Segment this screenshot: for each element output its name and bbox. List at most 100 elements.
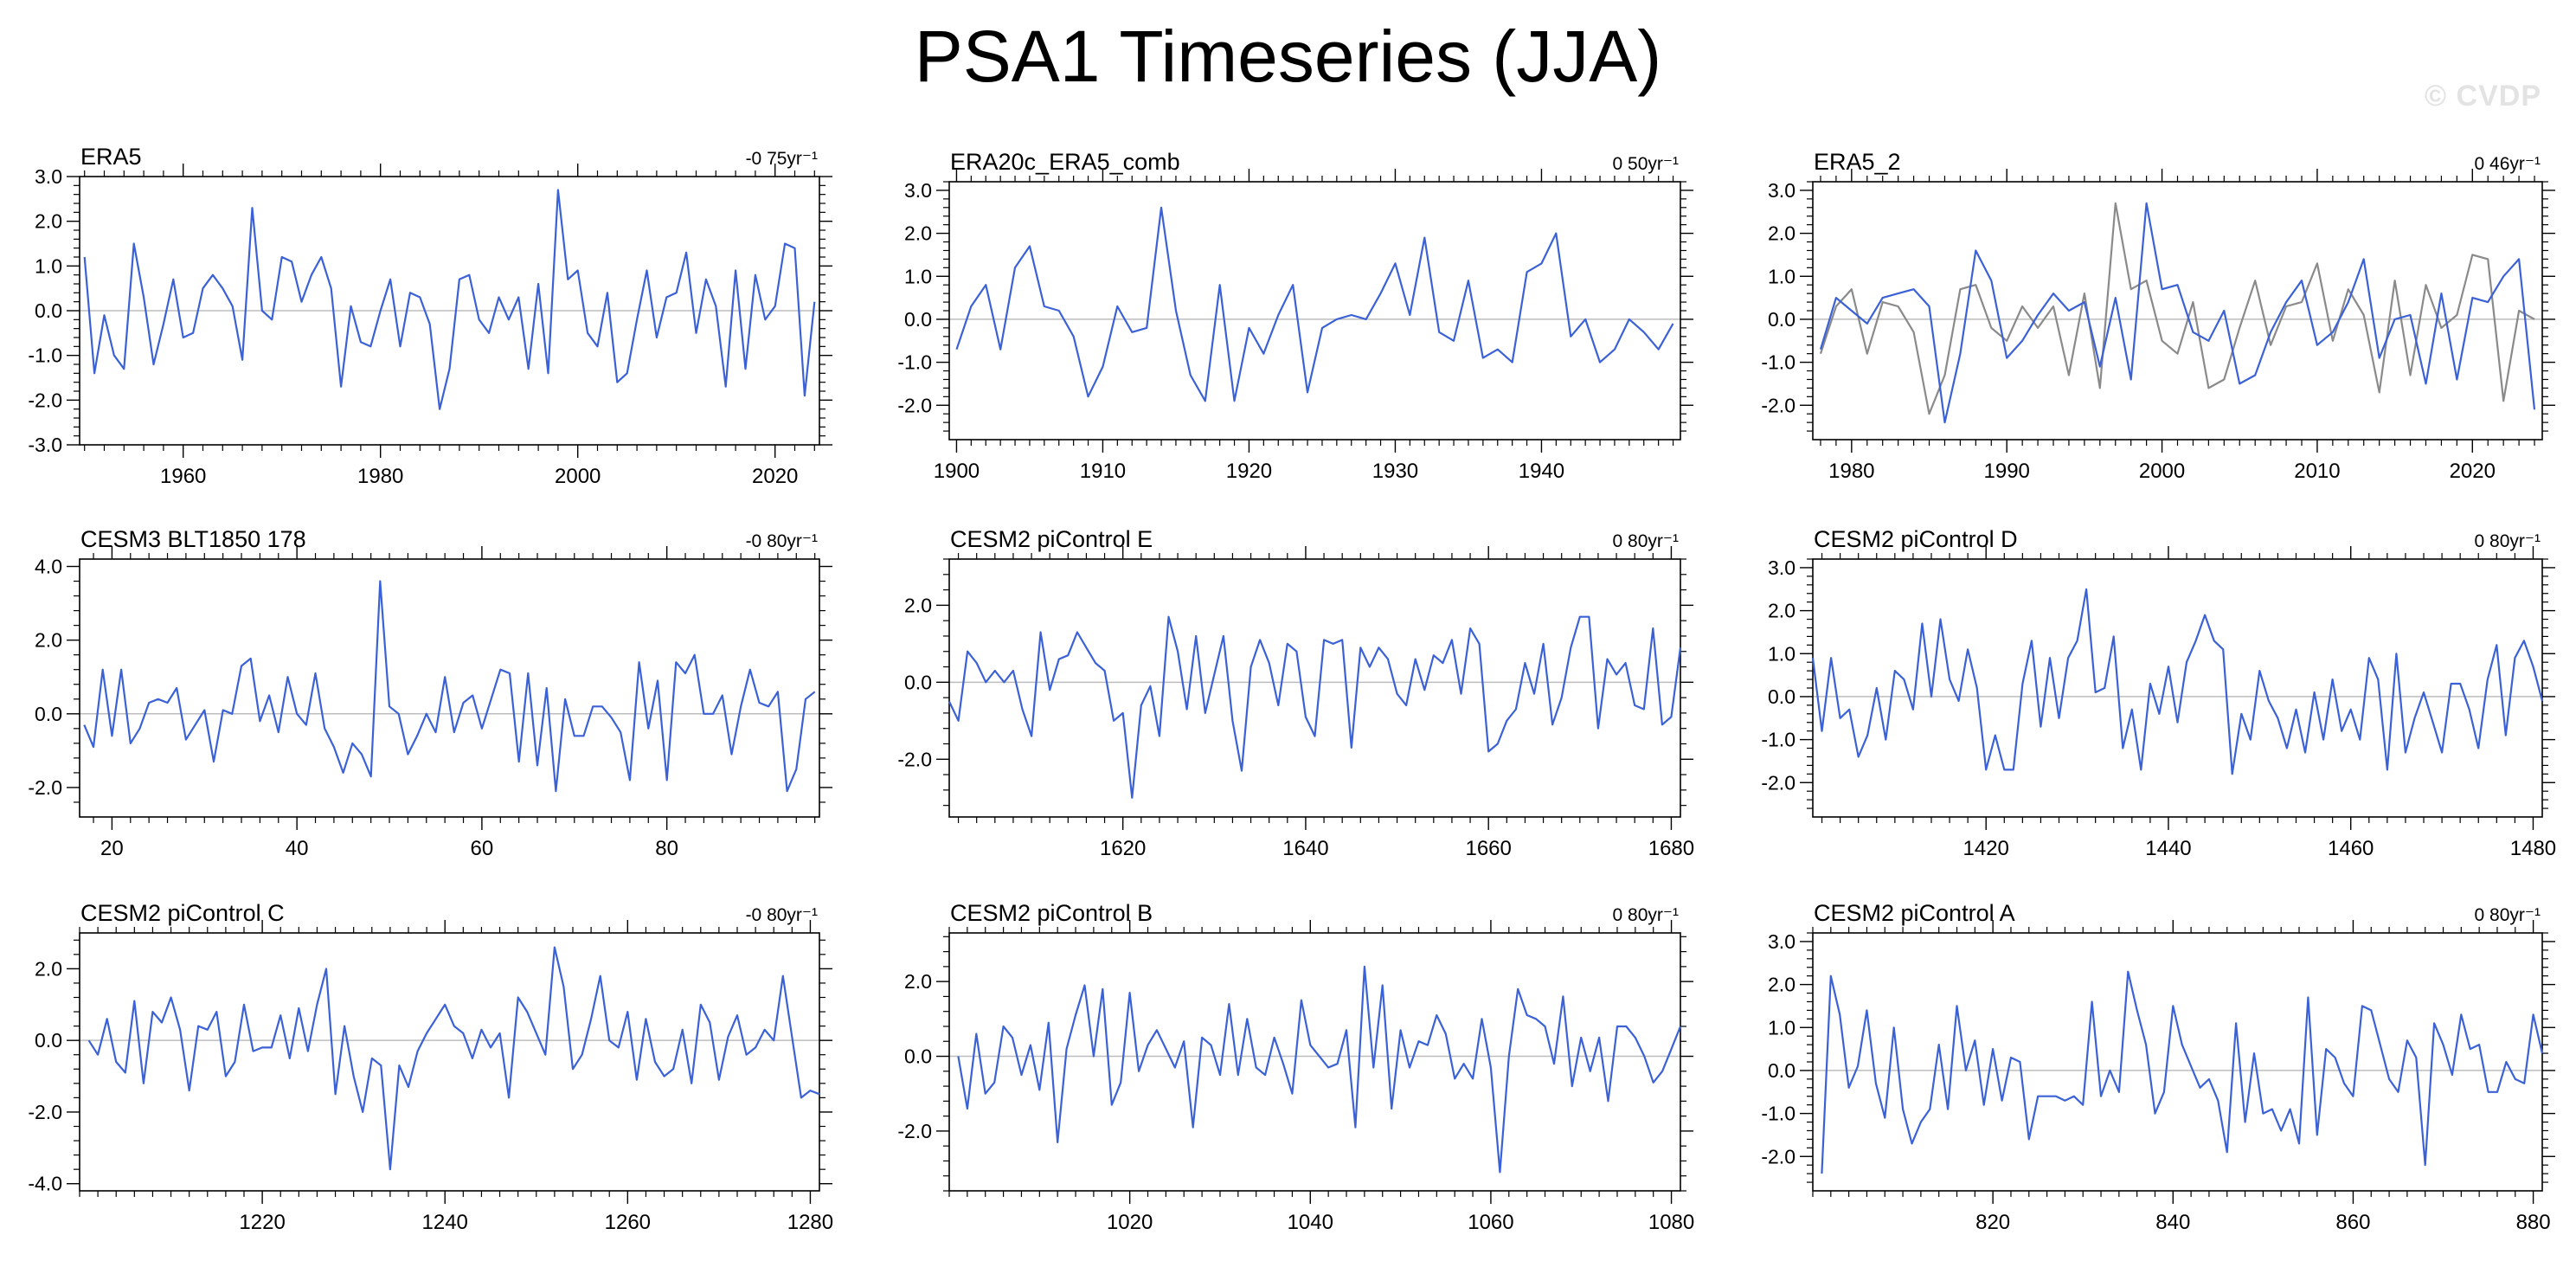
y-tick-label: 0.0: [904, 308, 932, 331]
y-tick-label: -2.0: [897, 748, 932, 770]
plot-frame: [948, 558, 1681, 818]
x-tick-label: 1660: [1465, 837, 1511, 860]
y-tick-label: 2.0: [904, 222, 932, 245]
reference-series-line: [1819, 202, 2535, 415]
y-tick-label: 4.0: [35, 556, 62, 578]
panel-title: CESM2 piControl D: [1814, 526, 2018, 552]
x-tick-label: 880: [2516, 1211, 2551, 1234]
x-tick-label: 1440: [2145, 837, 2191, 860]
x-tick-label: 2000: [2139, 460, 2185, 483]
y-tick-label: 2.0: [1768, 974, 1795, 996]
page-title: PSA1 Timeseries (JJA): [914, 16, 1662, 97]
plot-frame: [79, 932, 820, 1192]
y-tick-label: 2.0: [35, 957, 62, 980]
y-tick-label: 0.0: [35, 299, 62, 322]
panel-8: CESM2 piControl B 0 80yr⁻¹ 1020 1040 1060 108…: [897, 900, 1694, 1234]
series-line: [1821, 970, 2544, 1174]
panel-title: CESM2 piControl B: [950, 900, 1153, 926]
x-tick-label: 1280: [787, 1211, 833, 1234]
x-tick-label: 1990: [1984, 460, 2030, 483]
y-tick-label: -2.0: [28, 776, 62, 799]
y-tick-label: 3.0: [904, 179, 932, 202]
x-tick-label: 1080: [1648, 1211, 1694, 1234]
y-tick-label: -1.0: [897, 351, 932, 374]
panel-title: CESM2 piControl A: [1814, 900, 2015, 926]
panel-trend: -0 75yr⁻¹: [746, 149, 818, 169]
y-tick-label: -2.0: [897, 1120, 932, 1142]
plot-frame: [1812, 558, 2543, 818]
y-tick-label: 0.0: [1768, 1059, 1795, 1082]
x-tick-label: 40: [286, 837, 309, 860]
panel-trend: -0 80yr⁻¹: [746, 905, 818, 925]
panel-7: CESM2 piControl C -0 80yr⁻¹ 1220 1240 1260 12…: [28, 900, 833, 1234]
panel-6: CESM2 piControl D 0 80yr⁻¹ 1420 1440 1460 148…: [1761, 526, 2556, 860]
x-tick-label: 1260: [605, 1211, 651, 1234]
series-line: [1819, 202, 2536, 424]
y-tick-label: -2.0: [1761, 771, 1795, 794]
panel-trend: 0 80yr⁻¹: [1613, 531, 1679, 551]
x-tick-label: 80: [655, 837, 678, 860]
y-tick-label: -3.0: [28, 434, 62, 456]
y-tick-label: 2.0: [1768, 600, 1795, 622]
x-tick-label: 1910: [1080, 460, 1126, 483]
series-line: [83, 580, 816, 793]
y-tick-label: 0.0: [904, 1045, 932, 1068]
x-tick-label: 1460: [2328, 837, 2374, 860]
panel-3: ERA5_2 0 46yr⁻¹ 1980 1990 2000 2010 2020 -2.0 -1…: [1761, 149, 2555, 483]
y-tick-label: 3.0: [1768, 930, 1795, 953]
y-tick-label: -2.0: [28, 389, 62, 411]
x-tick-label: 1960: [160, 465, 206, 488]
y-tick-label: -2.0: [28, 1101, 62, 1123]
x-tick-label: 1420: [1963, 837, 2009, 860]
y-tick-label: 0.0: [35, 1029, 62, 1052]
x-tick-label: 840: [2155, 1211, 2190, 1234]
y-tick-label: 0.0: [1768, 308, 1795, 331]
x-tick-label: 1900: [934, 460, 980, 483]
y-tick-label: 2.0: [904, 970, 932, 993]
series-line: [948, 615, 1682, 799]
watermark: © CVDP: [2425, 80, 2541, 113]
series-line: [955, 206, 1674, 402]
y-tick-label: 1.0: [1768, 642, 1795, 665]
y-tick-label: 0.0: [35, 703, 62, 725]
panel-title: CESM3 BLT1850 178: [80, 526, 306, 552]
panel-9: CESM2 piControl A 0 80yr⁻¹ 820 840 860 880 -2.…: [1761, 900, 2555, 1234]
x-tick-label: 1640: [1282, 837, 1328, 860]
panel-trend: 0 50yr⁻¹: [1613, 154, 1679, 174]
x-tick-label: 1060: [1468, 1211, 1513, 1234]
plot-frame: [1812, 932, 2543, 1192]
series-line: [87, 946, 820, 1171]
x-tick-label: 2020: [2450, 460, 2496, 483]
x-tick-label: 1620: [1100, 837, 1146, 860]
y-tick-label: 1.0: [1768, 1016, 1795, 1039]
x-tick-label: 1920: [1226, 460, 1272, 483]
x-tick-label: 2000: [555, 465, 601, 488]
x-tick-label: 1980: [1828, 460, 1874, 483]
panel-trend: 0 80yr⁻¹: [1613, 905, 1679, 925]
y-tick-label: -1.0: [1761, 1103, 1795, 1125]
y-tick-label: 0.0: [1768, 685, 1795, 708]
panel-title: CESM2 piControl E: [950, 526, 1153, 552]
x-tick-label: 1680: [1648, 837, 1694, 860]
y-tick-label: 3.0: [35, 165, 62, 188]
y-tick-label: -4.0: [28, 1173, 62, 1195]
y-tick-label: -1.0: [1761, 351, 1795, 374]
x-tick-label: 1480: [2510, 837, 2556, 860]
panel-4: CESM3 BLT1850 178 -0 80yr⁻¹ 20 40 60 80 -2.0 0.…: [28, 526, 832, 860]
panel-title: ERA5_2: [1814, 149, 1901, 175]
x-tick-label: 820: [1975, 1211, 2010, 1234]
y-tick-label: -2.0: [897, 394, 932, 416]
x-tick-label: 860: [2335, 1211, 2370, 1234]
panel-trend: 0 80yr⁻¹: [2475, 905, 2541, 925]
y-tick-label: -1.0: [28, 344, 62, 367]
x-tick-label: 60: [471, 837, 494, 860]
panel-trend: 0 46yr⁻¹: [2475, 154, 2541, 174]
plot-frame: [948, 932, 1681, 1192]
y-tick-label: 0.0: [904, 671, 932, 693]
y-tick-label: 3.0: [1768, 556, 1795, 579]
panel-5: CESM2 piControl E 0 80yr⁻¹ 1620 1640 1660 168…: [897, 526, 1694, 860]
y-tick-label: 1.0: [35, 254, 62, 277]
y-tick-label: -2.0: [1761, 1145, 1795, 1167]
panel-trend: -0 80yr⁻¹: [746, 531, 818, 551]
